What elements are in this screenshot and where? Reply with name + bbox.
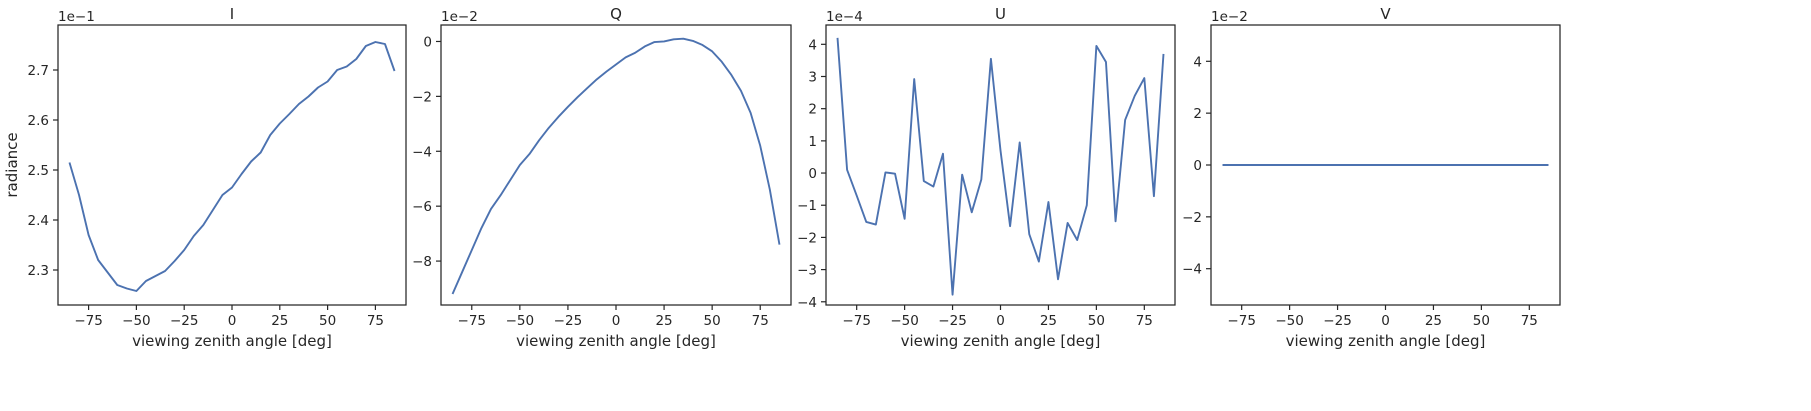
x-tick-label: 75 (752, 313, 769, 329)
y-offset-text: 1e−1 (58, 9, 95, 25)
x-tick-label: 0 (1381, 313, 1390, 329)
x-tick-label: 50 (704, 313, 721, 329)
y-tick-label: 4 (808, 37, 817, 53)
x-tick-label: 25 (271, 313, 288, 329)
y-offset-text: 1e−2 (441, 9, 478, 25)
series-line-u (836, 37, 1165, 296)
x-tick-label: −25 (938, 313, 967, 329)
x-tick-label: −50 (1275, 313, 1304, 329)
x-tick-label: −75 (842, 313, 871, 329)
subplot-title: U (995, 5, 1006, 23)
y-tick-label: −8 (412, 254, 432, 270)
x-axis-label: viewing zenith angle [deg] (516, 332, 716, 350)
y-tick-label: 0 (423, 34, 432, 50)
subplot-title: V (1380, 5, 1391, 23)
x-tick-label: −25 (170, 313, 199, 329)
y-tick-label: 2.7 (28, 63, 49, 79)
y-tick-label: −4 (1182, 262, 1202, 278)
x-tick-label: 50 (1473, 313, 1490, 329)
x-tick-label: −50 (890, 313, 919, 329)
y-tick-label: 3 (808, 69, 817, 85)
y-tick-label: −3 (797, 263, 817, 279)
y-tick-label: 1 (808, 134, 817, 150)
subplot-title: Q (610, 5, 622, 23)
axes-frame (825, 24, 1176, 306)
x-tick-label: −50 (506, 313, 535, 329)
x-tick-label: −75 (458, 313, 487, 329)
subplot-i: −75 −50 −25 0 25 50 75 2.3 2.4 2.5 2.6 2.7 I 1e−1 view… (3, 5, 407, 350)
x-tick-label: 25 (1040, 313, 1057, 329)
y-tick-label: 2.6 (28, 113, 49, 129)
x-tick-label: −25 (1323, 313, 1352, 329)
x-axis-label: viewing zenith angle [deg] (132, 332, 332, 350)
y-tick-label: −4 (412, 144, 432, 160)
x-tick-label: −75 (1227, 313, 1256, 329)
x-tick-label: 75 (1136, 313, 1153, 329)
y-tick-label: 2 (1193, 106, 1202, 122)
y-tick-label: 2.4 (28, 213, 49, 229)
x-tick-label: 75 (1521, 313, 1538, 329)
x-tick-label: 25 (655, 313, 672, 329)
subplot-q: −75 −50 −25 0 25 50 75 −8 −6 −4 −2 0 Q 1e−2 viewing ze… (412, 5, 792, 350)
y-tick-label: 2.3 (28, 263, 49, 279)
subplot-v: −75 −50 −25 0 25 50 75 −4 −2 0 2 4 V 1e−2 viewing zeni… (1182, 5, 1561, 350)
x-tick-label: −50 (122, 313, 151, 329)
y-tick-label: 4 (1193, 54, 1202, 70)
series-line-i (68, 41, 396, 292)
y-tick-label: 2.5 (28, 163, 49, 179)
x-tick-label: 50 (1088, 313, 1105, 329)
x-tick-label: 0 (228, 313, 237, 329)
y-offset-text: 1e−2 (1211, 9, 1248, 25)
y-offset-text: 1e−4 (826, 9, 863, 25)
y-tick-label: −2 (412, 89, 432, 105)
x-tick-label: 0 (996, 313, 1005, 329)
x-tick-label: 75 (367, 313, 384, 329)
x-tick-label: 0 (612, 313, 621, 329)
y-tick-label: −2 (1182, 210, 1202, 226)
x-tick-label: −25 (554, 313, 583, 329)
x-tick-label: −75 (74, 313, 103, 329)
series-line-q (451, 37, 781, 295)
axes-frame (440, 24, 792, 306)
axes-frame (57, 24, 407, 306)
x-tick-label: 50 (319, 313, 336, 329)
y-tick-label: −4 (797, 295, 817, 311)
y-tick-label: −2 (797, 230, 817, 246)
x-tick-label: 25 (1425, 313, 1442, 329)
y-axis-label: radiance (3, 132, 21, 197)
x-axis-label: viewing zenith angle [deg] (901, 332, 1101, 350)
subplot-u: −75 −50 −25 0 25 50 75 −4 −3 −2 −1 0 1 2 3 4 U 1e−4 viewin… (797, 5, 1176, 350)
x-axis-label: viewing zenith angle [deg] (1286, 332, 1486, 350)
y-tick-label: −1 (797, 198, 817, 214)
y-tick-label: 0 (808, 166, 817, 182)
y-tick-label: 2 (808, 102, 817, 118)
y-tick-label: 0 (1193, 158, 1202, 174)
subplot-title: I (230, 5, 234, 23)
y-tick-label: −6 (412, 199, 432, 215)
